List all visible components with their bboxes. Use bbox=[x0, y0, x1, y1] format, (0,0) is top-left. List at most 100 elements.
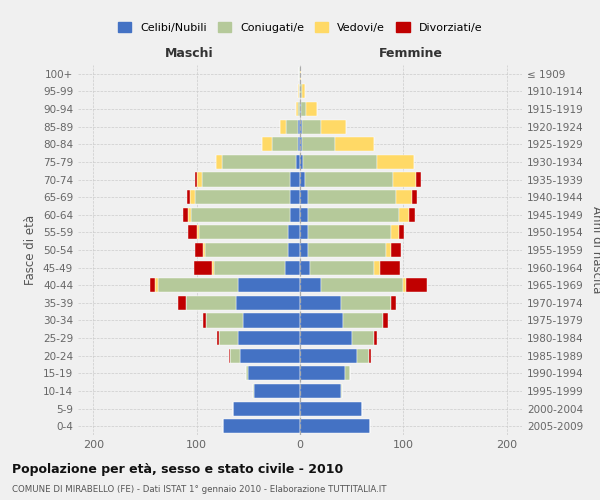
Bar bbox=[320, 120, 346, 134]
Bar bbox=[306, 102, 317, 116]
Bar bbox=[302, 120, 320, 134]
Bar bbox=[300, 260, 310, 274]
Bar bbox=[300, 278, 320, 292]
Bar bbox=[236, 296, 300, 310]
Bar bbox=[308, 208, 399, 222]
Bar bbox=[150, 278, 155, 292]
Bar bbox=[386, 243, 391, 257]
Bar bbox=[202, 172, 290, 186]
Bar bbox=[300, 296, 341, 310]
Bar bbox=[399, 226, 404, 239]
Bar bbox=[188, 226, 197, 239]
Bar bbox=[380, 260, 400, 274]
Bar bbox=[247, 366, 248, 380]
Bar bbox=[280, 120, 286, 134]
Bar bbox=[300, 402, 362, 415]
Bar bbox=[305, 172, 393, 186]
Bar bbox=[284, 260, 300, 274]
Bar bbox=[303, 155, 377, 169]
Bar bbox=[184, 208, 188, 222]
Bar bbox=[221, 155, 296, 169]
Bar bbox=[300, 366, 346, 380]
Bar bbox=[346, 366, 350, 380]
Bar bbox=[369, 348, 371, 363]
Bar bbox=[287, 243, 300, 257]
Bar bbox=[300, 190, 308, 204]
Bar bbox=[391, 243, 401, 257]
Bar bbox=[300, 172, 305, 186]
Bar bbox=[300, 384, 341, 398]
Bar bbox=[406, 278, 427, 292]
Text: Femmine: Femmine bbox=[379, 46, 442, 60]
Bar bbox=[300, 226, 308, 239]
Bar bbox=[302, 137, 335, 152]
Bar bbox=[197, 172, 202, 186]
Bar bbox=[203, 243, 205, 257]
Bar bbox=[320, 278, 403, 292]
Bar bbox=[391, 226, 399, 239]
Bar bbox=[188, 208, 191, 222]
Bar bbox=[299, 67, 300, 81]
Bar bbox=[190, 190, 194, 204]
Bar bbox=[383, 314, 388, 328]
Bar bbox=[300, 102, 301, 116]
Bar bbox=[300, 120, 302, 134]
Bar bbox=[299, 84, 300, 98]
Bar bbox=[187, 296, 236, 310]
Y-axis label: Fasce di età: Fasce di età bbox=[25, 215, 37, 285]
Bar bbox=[374, 260, 380, 274]
Bar bbox=[300, 348, 357, 363]
Bar bbox=[300, 331, 352, 345]
Bar bbox=[254, 384, 300, 398]
Bar bbox=[290, 172, 300, 186]
Bar bbox=[286, 120, 298, 134]
Bar bbox=[290, 208, 300, 222]
Bar bbox=[300, 419, 370, 433]
Bar bbox=[238, 331, 300, 345]
Bar bbox=[412, 190, 416, 204]
Bar bbox=[233, 402, 300, 415]
Bar bbox=[272, 137, 298, 152]
Bar bbox=[178, 296, 187, 310]
Bar bbox=[243, 314, 300, 328]
Bar bbox=[391, 296, 396, 310]
Bar bbox=[248, 366, 300, 380]
Bar bbox=[300, 84, 302, 98]
Bar bbox=[377, 155, 413, 169]
Text: Popolazione per età, sesso e stato civile - 2010: Popolazione per età, sesso e stato civil… bbox=[12, 462, 343, 475]
Text: Maschi: Maschi bbox=[165, 46, 214, 60]
Bar bbox=[194, 190, 290, 204]
Bar bbox=[191, 208, 290, 222]
Bar bbox=[217, 331, 220, 345]
Bar bbox=[308, 243, 386, 257]
Y-axis label: Anni di nascita: Anni di nascita bbox=[590, 206, 600, 294]
Bar bbox=[203, 314, 206, 328]
Bar bbox=[223, 419, 300, 433]
Bar bbox=[205, 243, 287, 257]
Bar bbox=[187, 190, 190, 204]
Bar bbox=[300, 208, 308, 222]
Bar bbox=[296, 102, 298, 116]
Bar bbox=[302, 84, 305, 98]
Bar bbox=[300, 67, 301, 81]
Bar bbox=[396, 190, 412, 204]
Bar bbox=[212, 260, 214, 274]
Bar bbox=[199, 226, 287, 239]
Bar bbox=[310, 260, 374, 274]
Bar bbox=[393, 172, 416, 186]
Bar bbox=[341, 384, 343, 398]
Bar bbox=[229, 348, 230, 363]
Bar bbox=[238, 278, 300, 292]
Bar bbox=[352, 331, 374, 345]
Bar bbox=[300, 155, 303, 169]
Bar bbox=[206, 314, 243, 328]
Bar bbox=[214, 260, 284, 274]
Bar bbox=[357, 348, 369, 363]
Bar bbox=[298, 84, 299, 98]
Bar bbox=[262, 137, 272, 152]
Bar bbox=[194, 172, 197, 186]
Bar bbox=[158, 278, 238, 292]
Text: COMUNE DI MIRABELLO (FE) - Dati ISTAT 1° gennaio 2010 - Elaborazione TUTTITALIA.: COMUNE DI MIRABELLO (FE) - Dati ISTAT 1°… bbox=[12, 486, 386, 494]
Bar bbox=[298, 102, 300, 116]
Bar bbox=[341, 296, 391, 310]
